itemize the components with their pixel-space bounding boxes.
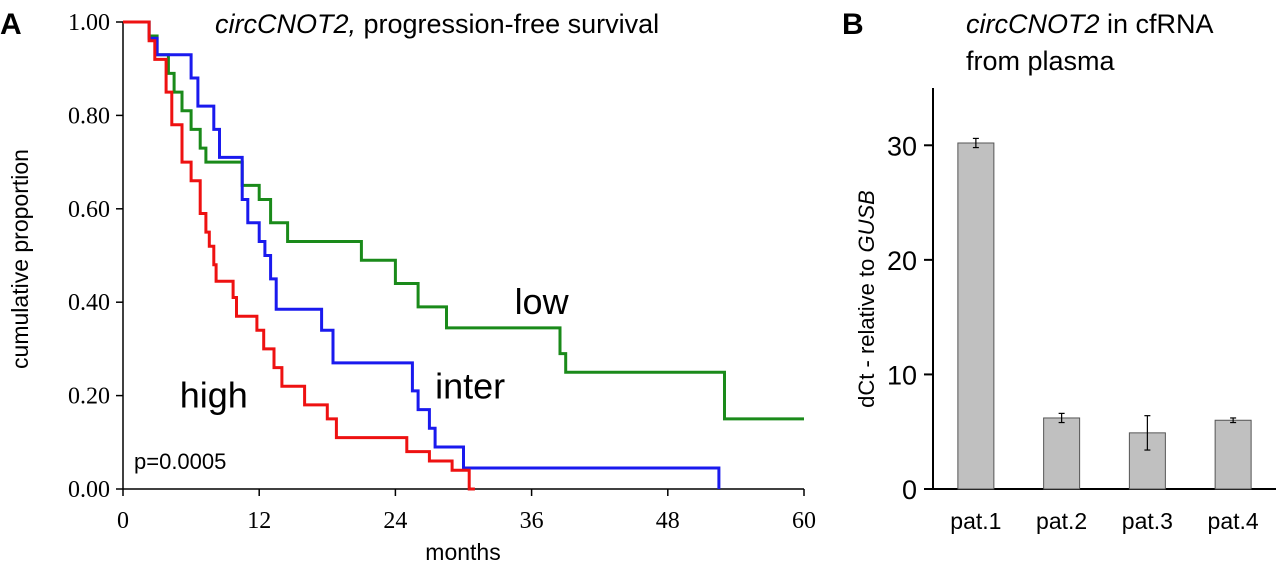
category-label-pat.1: pat.1 [950, 508, 1001, 534]
panel-b-title-rest: in cfRNA [1100, 9, 1214, 39]
panel-a-series-labels: low inter high [180, 281, 570, 415]
panel-b-label: B [842, 8, 864, 41]
panel-b-y-axis-label-italic: GUSB [854, 190, 879, 252]
panel-a-y-tick-label: 0.80 [68, 103, 110, 129]
panel-a-title-rest: progression-free survival [356, 9, 659, 39]
panel-a-title-italic: circCNOT2, [215, 9, 356, 39]
panel-a-title: circCNOT2, progression-free survival [215, 9, 659, 39]
panel-a-x-tick-label: 24 [383, 508, 407, 534]
panel-a-x-tick-label: 12 [247, 508, 271, 534]
panel-b-y-tick-label: 30 [887, 131, 917, 161]
series-label-low: low [515, 281, 570, 322]
panel-a-x-axis-label: months [425, 539, 500, 565]
p-value-annotation: p=0.0005 [134, 449, 226, 474]
panel-a-y-tick-label: 0.60 [68, 197, 110, 223]
survival-curve-inter [123, 20, 721, 489]
category-label-pat.2: pat.2 [1036, 508, 1087, 534]
bar-pat.2 [1043, 417, 1081, 490]
panel-b-y-axis-label-prefix: dCt - relative to [854, 253, 879, 408]
survival-curve-high [123, 20, 475, 491]
panel-b-y-tick-label: 10 [887, 360, 917, 390]
panel-a-y-tick-label: 0.00 [68, 477, 110, 503]
category-label-pat.3: pat.3 [1122, 508, 1173, 534]
panel-a-curves [123, 20, 804, 491]
panel-a-y-tick-label: 1.00 [68, 10, 110, 36]
panel-b-y-tick-label: 0 [902, 475, 917, 505]
panel-b-bars: pat.1 pat.2 pat.3 pat.4 [950, 137, 1259, 534]
panel-b-title: circCNOT2 in cfRNA [966, 9, 1214, 39]
panel-a-y-tick-label: 0.40 [68, 290, 110, 316]
panel-a-x-tick-label: 0 [117, 508, 129, 534]
bar-pat.1 [957, 142, 995, 490]
panel-a-x-tick-label: 36 [520, 508, 544, 534]
panel-a-y-tick-label: 0.20 [68, 384, 110, 410]
panel-b-ticks: 0 10 20 30 [887, 131, 933, 505]
panel-b-title-line2: from plasma [966, 46, 1116, 76]
panel-b-y-tick-label: 20 [887, 246, 917, 276]
bar-pat.4 [1214, 419, 1252, 490]
panel-b-title-italic: circCNOT2 [966, 9, 1100, 39]
survival-curve-low [123, 20, 804, 421]
series-label-high: high [180, 375, 248, 416]
panel-b: B circCNOT2 in cfRNA from plasma dCt - r… [842, 8, 1276, 534]
panel-b-y-axis-label: dCt - relative to GUSB [854, 190, 879, 408]
series-label-inter: inter [435, 365, 505, 406]
panel-a-ticks: 0.00 0.20 0.40 0.60 0.80 1.00 0 12 24 36 48 60 [68, 10, 816, 534]
panel-a-x-tick-label: 60 [792, 508, 816, 534]
panel-a: A circCNOT2, progression-free survival c… [0, 8, 816, 565]
panel-a-label: A [0, 8, 22, 41]
panel-a-x-tick-label: 48 [656, 508, 680, 534]
panel-a-y-axis-label: cumulative proportion [7, 149, 33, 369]
category-label-pat.4: pat.4 [1208, 508, 1259, 534]
